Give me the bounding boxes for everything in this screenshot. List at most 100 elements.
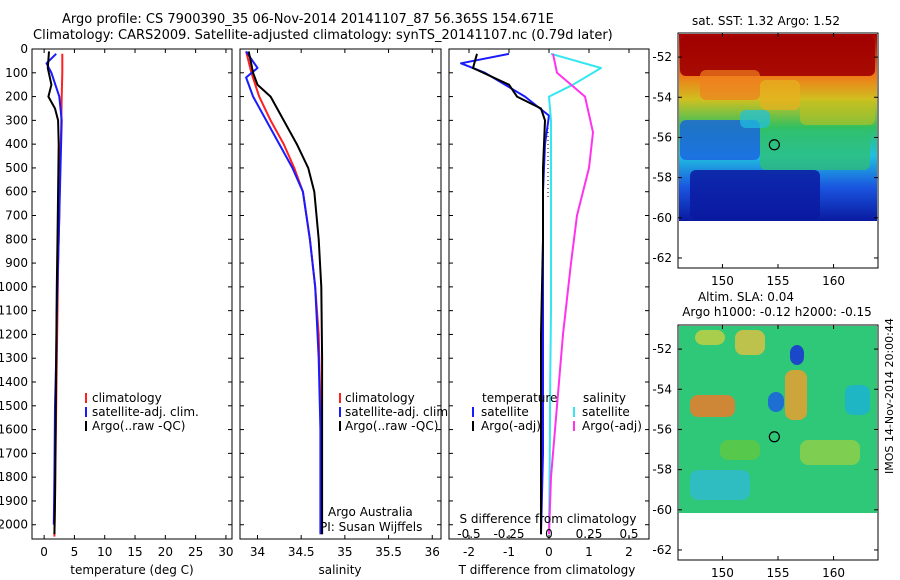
- sst-patch: [700, 70, 760, 100]
- y-tick-label: 1500: [0, 399, 28, 413]
- sst-patch: [760, 80, 800, 110]
- salinity-legend: climatology satellite-adj. clim. Argo(..…: [339, 391, 452, 433]
- x2-tick-label: -0.5: [457, 527, 480, 541]
- legend-text-climatology: climatology: [92, 391, 162, 405]
- x-tick-label: 35: [337, 545, 352, 559]
- sla-patch: [690, 470, 750, 500]
- difference-panel: -2 -1 0 1 2 T difference from climatology S …: [448, 48, 650, 577]
- lat-tick-label: -58: [652, 171, 672, 185]
- lat-tick-label: -52: [652, 50, 672, 64]
- lon-tick-label: 150: [711, 566, 734, 580]
- x-tick-label: 5: [71, 545, 79, 559]
- temperature-depth-ticks: 0 100 200 300 400 500 600 700 800 900 1000 1100 1200…: [0, 42, 232, 532]
- y-tick-label: 600: [5, 185, 28, 199]
- series-line-argo-raw-qc: [46, 51, 60, 535]
- y-tick-label: 1900: [0, 494, 28, 508]
- legend-text-s-argo: Argo(-adj): [582, 419, 642, 433]
- footer-stamp: IMOS 14-Nov-2014 20:00:44: [883, 318, 896, 474]
- sla-texture: [690, 330, 870, 500]
- x-tick-label: 36: [425, 545, 440, 559]
- y-tick-label: 300: [5, 113, 28, 127]
- sst-patch: [680, 36, 875, 76]
- sst-patch: [680, 120, 760, 160]
- lat-tick-label: -52: [652, 342, 672, 356]
- legend-header-salinity: salinity: [583, 391, 626, 405]
- series-line-salinity-argo-adj: [548, 53, 594, 535]
- sst-map-title: sat. SST: 1.32 Argo: 1.52: [692, 14, 840, 28]
- sst-patch: [690, 170, 820, 220]
- lon-tick-label: 150: [711, 274, 734, 288]
- annotation-pi: PI: Susan Wijffels: [320, 520, 422, 534]
- sst-lon-ticks: 150 155 160: [711, 33, 845, 288]
- x-tick-label: 2: [625, 545, 633, 559]
- lat-tick-label: -54: [652, 382, 672, 396]
- lat-tick-label: -56: [652, 422, 672, 436]
- lat-tick-label: -56: [652, 130, 672, 144]
- lat-tick-label: -58: [652, 463, 672, 477]
- y-tick-label: 2000: [0, 518, 28, 532]
- legend-swatch-t-argo: [472, 421, 474, 431]
- y-tick-label: 500: [5, 161, 28, 175]
- lon-tick-label: 155: [767, 566, 790, 580]
- x-tick-label: 35.5: [375, 545, 402, 559]
- legend-text-satellite: satellite-adj. clim.: [92, 405, 199, 419]
- sla-patch: [845, 385, 870, 415]
- x-tick-label: -1: [503, 545, 515, 559]
- x2-tick-label: -0.25: [493, 527, 524, 541]
- lon-tick-label: 160: [822, 274, 845, 288]
- x-tick-label: 20: [158, 545, 173, 559]
- salinity-x-ticks: 34 34.5 35 35.5 36: [250, 49, 440, 559]
- sla-patch: [720, 440, 760, 460]
- sst-texture: [680, 36, 875, 220]
- series-line-temperature-argo-adj: [472, 53, 546, 535]
- temperature-axis-label: temperature (deg C): [70, 563, 193, 577]
- temperature-x-ticks: 0 5 10 15 20 25 30: [40, 49, 234, 559]
- salinity-panel: 34 34.5 35 35.5 36 salinity climatology sate…: [239, 48, 452, 577]
- lon-tick-label: 155: [767, 274, 790, 288]
- difference-x-ticks: -2 -1 0 1 2: [463, 49, 633, 559]
- y-tick-label: 1100: [0, 304, 28, 318]
- header-line-2: Climatology: CARS2009. Satellite-adjuste…: [33, 28, 613, 43]
- sst-lat-ticks: -52 -54 -56 -58 -60 -62: [652, 50, 878, 265]
- legend-text-t-satellite: satellite: [481, 405, 529, 419]
- sla-lon-ticks: 150 155 160: [711, 325, 845, 580]
- x-tick-label: 30: [218, 545, 233, 559]
- y-tick-label: 1000: [0, 280, 28, 294]
- difference-depth-ticks: [449, 48, 649, 526]
- series-line-argo-raw-qc: [247, 51, 324, 535]
- x-tick-label: 0: [545, 545, 553, 559]
- y-tick-label: 700: [5, 209, 28, 223]
- y-tick-label: 400: [5, 137, 28, 151]
- legend-text-argo: Argo(..raw -QC): [345, 419, 438, 433]
- temperature-series: [45, 51, 64, 537]
- x2-tick-label: 0.25: [576, 527, 603, 541]
- series-line-satellite-adj-clim: [245, 50, 322, 535]
- difference-s-axis-label: S difference from climatology: [460, 512, 637, 526]
- lat-tick-label: -60: [652, 503, 672, 517]
- sla-patch: [695, 330, 725, 345]
- x-tick-label: -2: [463, 545, 475, 559]
- y-tick-label: 1400: [0, 375, 28, 389]
- difference-legend: temperature salinity satellite Argo(-adj…: [472, 391, 642, 433]
- legend-swatch-argo: [85, 421, 87, 431]
- sla-map-title-1: Altim. SLA: 0.04: [698, 290, 794, 304]
- salinity-axis-label: salinity: [318, 563, 361, 577]
- lat-tick-label: -62: [652, 251, 672, 265]
- y-tick-label: 1800: [0, 470, 28, 484]
- sst-patch: [800, 100, 875, 125]
- difference-t-axis-label: T difference from climatology: [458, 563, 636, 577]
- sla-map-panel: Altim. SLA: 0.04 Argo h1000: -0.12 h2000…: [652, 290, 879, 580]
- argo-position-marker: [768, 139, 780, 151]
- legend-swatch-climatology: [339, 393, 341, 403]
- legend-text-climatology: climatology: [345, 391, 415, 405]
- y-tick-label: 1200: [0, 327, 28, 341]
- legend-swatch-satellite: [85, 407, 87, 417]
- legend-text-argo: Argo(..raw -QC): [92, 419, 185, 433]
- difference-s-ticks: -0.5 -0.25 0 0.25 0.5: [457, 527, 638, 541]
- x-tick-label: 25: [188, 545, 203, 559]
- x-tick-label: 34.5: [288, 545, 315, 559]
- sla-patch: [735, 330, 765, 355]
- temperature-legend: climatology satellite-adj. clim. Argo(..…: [85, 391, 199, 433]
- y-tick-label: 1700: [0, 446, 28, 460]
